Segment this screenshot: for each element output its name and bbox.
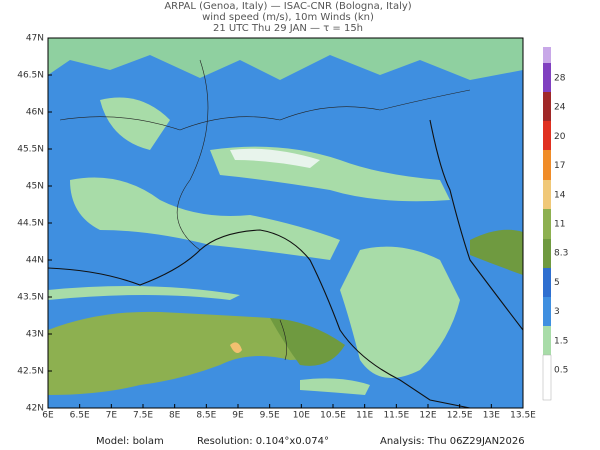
- colorbar-label: 11: [554, 220, 565, 230]
- lat-label: 46N: [26, 108, 44, 118]
- colorbar-label: 0.5: [554, 366, 568, 376]
- lat-label: 43N: [26, 330, 44, 340]
- map: [47, 37, 524, 409]
- wind-area: [48, 38, 523, 80]
- colorbar-label: 17: [554, 161, 565, 171]
- colorbar-label: 14: [554, 190, 566, 200]
- lat-label: 42.5N: [17, 367, 44, 377]
- lon-label: 11.5E: [383, 411, 409, 421]
- lat-label: 45.5N: [17, 145, 44, 155]
- lon-label: 7E: [106, 411, 118, 421]
- lon-label: 8.5E: [196, 411, 216, 421]
- header-line: ARPAL (Genoa, Italy) — ISAC-CNR (Bologna…: [164, 1, 411, 12]
- colorbar-swatch: [543, 209, 551, 239]
- coastline: [48, 119, 523, 408]
- lon-label: 11E: [356, 411, 373, 421]
- colorbar-swatch: [543, 150, 551, 180]
- colorbar-swatch: [542, 354, 552, 401]
- lon-label: 12E: [419, 411, 436, 421]
- colorbar-label: 5: [554, 278, 560, 288]
- colorbar-label: 24: [554, 103, 566, 113]
- lon-label: 12.5E: [447, 411, 473, 421]
- lon-label: 13.5E: [510, 411, 536, 421]
- lat-label: 44N: [26, 256, 44, 266]
- colorbar-label: 28: [554, 74, 566, 84]
- colorbar-swatch: [543, 326, 551, 355]
- lon-label: 8E: [169, 411, 181, 421]
- colorbar-swatch: [543, 297, 551, 326]
- lon-label: 10.5E: [320, 411, 346, 421]
- lat-label: 42N: [26, 404, 44, 414]
- lat-label: 47N: [26, 34, 44, 44]
- footer-resolution: Resolution: 0.104°x0.074°: [197, 436, 329, 447]
- header-line: wind speed (m/s), 10m Winds (kn): [202, 12, 374, 23]
- colorbar-swatch: [543, 121, 551, 150]
- lon-label: 9.5E: [260, 411, 280, 421]
- lon-label: 6.5E: [70, 411, 90, 421]
- header-line: 21 UTC Thu 29 JAN — τ = 15h: [213, 23, 363, 34]
- wind-area: [100, 97, 170, 150]
- colorbar-label: 8.3: [554, 249, 568, 259]
- wind-area: [340, 246, 460, 378]
- colorbar: [542, 47, 552, 401]
- border: [59, 59, 471, 361]
- colorbar-swatch: [543, 47, 551, 63]
- lon-label: 13E: [483, 411, 500, 421]
- wind-area: [48, 286, 240, 300]
- lon-label: 9E: [232, 411, 244, 421]
- wind-area: [300, 378, 370, 395]
- colorbar-swatch: [543, 63, 551, 92]
- lat-label: 44.5N: [17, 219, 44, 229]
- colorbar-swatch: [543, 180, 551, 209]
- colorbar-swatch: [543, 92, 551, 121]
- wind-area: [70, 177, 340, 260]
- footer-analysis: Analysis: Thu 06Z29JAN2026: [380, 436, 525, 447]
- colorbar-label: 20: [554, 132, 566, 142]
- lon-label: 7.5E: [133, 411, 153, 421]
- wind-area: [48, 311, 340, 395]
- colorbar-swatch: [543, 239, 551, 268]
- lat-label: 43.5N: [17, 293, 44, 303]
- wind-area: [270, 318, 345, 366]
- lon-label: 6E: [42, 411, 54, 421]
- wind-area: [470, 229, 523, 275]
- footer-model: Model: bolam: [96, 436, 164, 447]
- lat-label: 45N: [26, 182, 44, 192]
- wind-area: [230, 148, 320, 168]
- colorbar-swatch: [543, 268, 551, 297]
- wind-area: [230, 342, 242, 354]
- lat-label: 46.5N: [17, 71, 44, 81]
- colorbar-label: 3: [554, 307, 560, 317]
- colorbar-label: 1.5: [554, 336, 568, 346]
- lon-label: 10E: [293, 411, 310, 421]
